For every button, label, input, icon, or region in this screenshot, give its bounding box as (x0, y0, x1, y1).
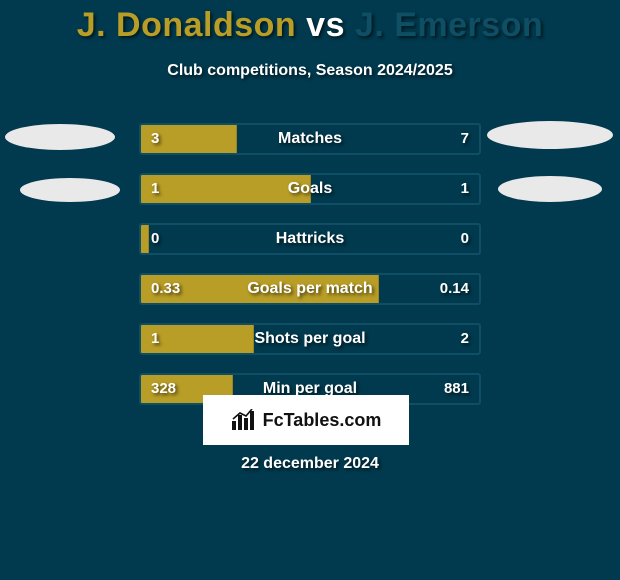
page-title: J. Donaldson vs J. Emerson (0, 6, 620, 45)
avatar-player2-large (487, 121, 613, 149)
stat-value-right: 1 (461, 175, 469, 203)
title-vs: vs (306, 6, 345, 44)
stats-container: 3Matches7 1Goals1 0Hattricks0 0.33Goals per… (139, 123, 481, 423)
date-text: 22 december 2024 (0, 455, 620, 473)
stat-value-right: 7 (461, 125, 469, 153)
title-player1: J. Donaldson (77, 6, 296, 44)
stat-value-right: 0 (461, 225, 469, 253)
brand-badge: FcTables.com (203, 395, 409, 445)
stat-label: Shots per goal (141, 325, 479, 353)
stat-value-right: 881 (444, 375, 469, 403)
stat-label: Goals per match (141, 275, 479, 303)
brand-text: FcTables.com (263, 410, 382, 431)
stat-value-right: 0.14 (440, 275, 469, 303)
bars-icon (231, 409, 257, 431)
stat-row: 3Matches7 (139, 123, 481, 155)
stat-row: 1Goals1 (139, 173, 481, 205)
avatar-player2-small (498, 176, 602, 202)
stat-row: 1Shots per goal2 (139, 323, 481, 355)
subtitle: Club competitions, Season 2024/2025 (0, 62, 620, 80)
stat-label: Goals (141, 175, 479, 203)
title-player2: J. Emerson (355, 6, 543, 44)
stat-label: Matches (141, 125, 479, 153)
avatar-player1-large (5, 124, 115, 150)
stat-label: Hattricks (141, 225, 479, 253)
stat-row: 0.33Goals per match0.14 (139, 273, 481, 305)
stat-row: 0Hattricks0 (139, 223, 481, 255)
avatar-player1-small (20, 178, 120, 202)
stat-value-right: 2 (461, 325, 469, 353)
